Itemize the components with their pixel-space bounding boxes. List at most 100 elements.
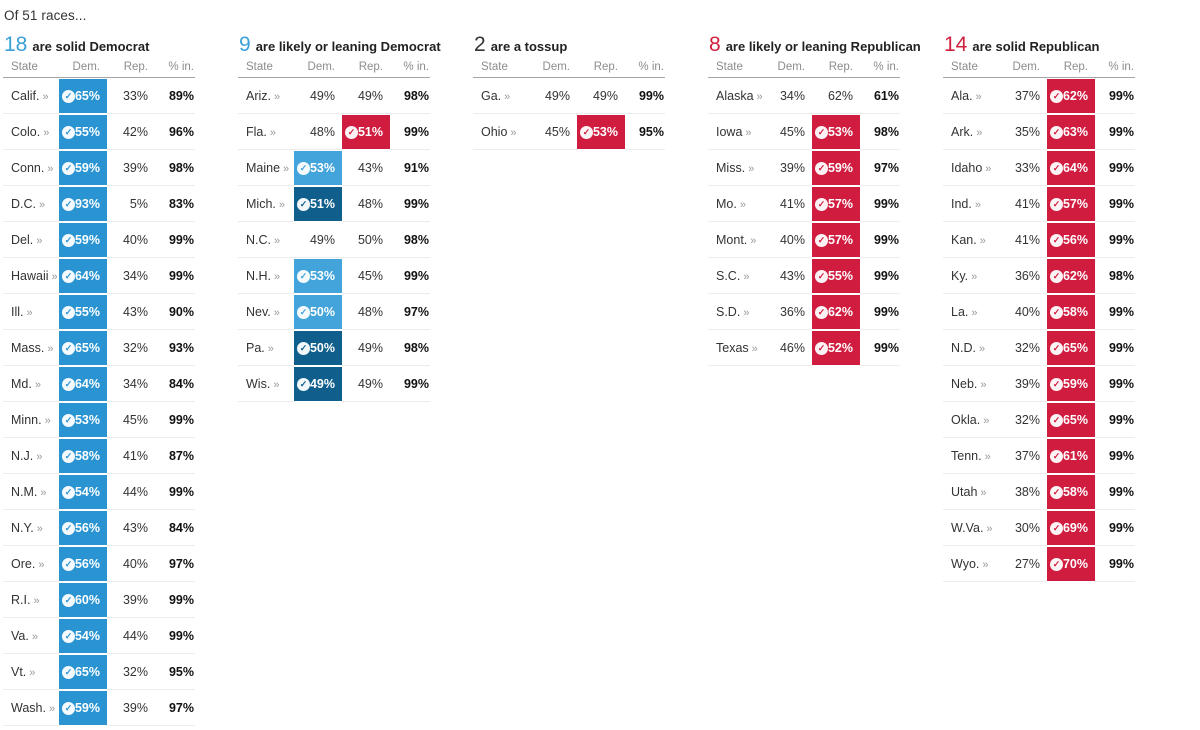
dem-value-cell: ✓ 51% (294, 187, 342, 222)
table-body: Alaska» 34% 62% 61% Iowa» 45% ✓ 53% 98% Miss.» 39%… (708, 78, 900, 366)
state-link[interactable]: Texas» (708, 341, 764, 355)
dem-value: 45% (544, 124, 570, 139)
state-link[interactable]: Calif.» (3, 89, 59, 103)
state-link[interactable]: N.H.» (238, 269, 294, 283)
dem-value: 36% (1014, 268, 1040, 283)
table-row: Ala.» 37% ✓ 62% 99% (943, 78, 1135, 114)
group-count: 14 (944, 33, 968, 56)
state-link[interactable]: Idaho» (943, 161, 999, 175)
state-name: Maine (246, 160, 281, 175)
pct-in-value: 99% (1108, 88, 1134, 103)
state-link[interactable]: N.Y.» (3, 521, 59, 535)
table-header-row: State Dem. Rep. % in. (943, 61, 1135, 78)
pct-in-value: 99% (1108, 340, 1134, 355)
dem-value: 64% (74, 377, 100, 391)
table-row: Idaho» 33% ✓ 64% 99% (943, 150, 1135, 186)
state-link[interactable]: Ohio» (473, 125, 529, 139)
state-link[interactable]: Alaska» (708, 89, 764, 103)
state-link[interactable]: Mo.» (708, 197, 764, 211)
state-link[interactable]: Hawaii» (3, 269, 59, 283)
state-link[interactable]: Neb.» (943, 377, 999, 391)
state-link[interactable]: Miss.» (708, 161, 764, 175)
dem-value: 37% (1014, 88, 1040, 103)
rep-value: 57% (827, 197, 853, 211)
dem-value-cell: 32% (999, 341, 1047, 355)
rep-value-cell: 32% (107, 341, 155, 355)
rep-value-cell: ✓ 65% (1047, 403, 1095, 438)
column-header-state: State (951, 61, 978, 73)
dem-value: 40% (779, 232, 805, 247)
table-header-row: State Dem. Rep. % in. (473, 61, 665, 78)
state-name: Miss. (716, 160, 746, 175)
state-link[interactable]: Wash.» (3, 701, 59, 715)
state-link[interactable]: Mich.» (238, 197, 294, 211)
state-link[interactable]: Ill.» (3, 305, 59, 319)
state-link[interactable]: Iowa» (708, 125, 764, 139)
state-link[interactable]: Va.» (3, 629, 59, 643)
rep-value: 53% (827, 125, 853, 139)
group-tossup: 2 are a tossup State Dem. Rep. % in. Ga.… (473, 34, 665, 150)
state-link[interactable]: Okla.» (943, 413, 999, 427)
state-link[interactable]: N.M.» (3, 485, 59, 499)
dem-value: 49% (544, 88, 570, 103)
check-icon: ✓ (61, 701, 75, 715)
state-link[interactable]: Wyo.» (943, 557, 999, 571)
state-link[interactable]: Pa.» (238, 341, 294, 355)
state-link[interactable]: N.C.» (238, 233, 294, 247)
dem-value: 38% (1014, 484, 1040, 499)
check-icon: ✓ (296, 377, 310, 391)
pct-in-value: 99% (638, 88, 664, 103)
state-name: Del. (11, 232, 34, 247)
state-link[interactable]: Colo.» (3, 125, 59, 139)
check-icon: ✓ (61, 377, 75, 391)
state-link[interactable]: N.D.» (943, 341, 999, 355)
pct-in-value: 99% (1108, 448, 1134, 463)
dem-value: 50% (309, 305, 335, 319)
state-link[interactable]: Kan.» (943, 233, 999, 247)
state-link[interactable]: Ariz.» (238, 89, 294, 103)
check-icon: ✓ (296, 269, 310, 283)
state-link[interactable]: N.J.» (3, 449, 59, 463)
state-link[interactable]: Ore.» (3, 557, 59, 571)
state-link[interactable]: Fla.» (238, 125, 294, 139)
state-link[interactable]: Ark.» (943, 125, 999, 139)
state-link[interactable]: Conn.» (3, 161, 59, 175)
state-link[interactable]: Del.» (3, 233, 59, 247)
state-link[interactable]: Tenn.» (943, 449, 999, 463)
pct-in-value: 99% (403, 196, 429, 211)
rep-value-cell: 49% (342, 377, 390, 391)
state-link[interactable]: Ind.» (943, 197, 999, 211)
state-link[interactable]: S.C.» (708, 269, 764, 283)
table-row: N.J.» ✓ 58% 41% 87% (3, 438, 195, 474)
state-link[interactable]: Minn.» (3, 413, 59, 427)
pct-in-value: 84% (168, 520, 194, 535)
dem-value: 32% (1014, 412, 1040, 427)
state-link[interactable]: Nev.» (238, 305, 294, 319)
check-icon: ✓ (61, 449, 75, 463)
group-solid-republican: 14 are solid Republican State Dem. Rep. … (943, 33, 1135, 582)
column-header-dem: Dem. (307, 61, 335, 73)
state-link[interactable]: D.C.» (3, 197, 59, 211)
state-link[interactable]: R.I.» (3, 593, 59, 607)
dem-value-cell: 49% (529, 89, 577, 103)
state-link[interactable]: Wis.» (238, 377, 294, 391)
check-icon: ✓ (814, 161, 828, 175)
state-link[interactable]: La.» (943, 305, 999, 319)
dem-value-cell: 39% (764, 161, 812, 175)
state-link[interactable]: S.D.» (708, 305, 764, 319)
state-link[interactable]: W.Va.» (943, 521, 999, 535)
state-link[interactable]: Ala.» (943, 89, 999, 103)
rep-value: 48% (357, 196, 383, 211)
state-link[interactable]: Utah» (943, 485, 999, 499)
state-link[interactable]: Mass.» (3, 341, 59, 355)
state-link[interactable]: Ky.» (943, 269, 999, 283)
state-link[interactable]: Vt.» (3, 665, 59, 679)
chevron-icon: » (31, 630, 38, 643)
dem-value-cell: ✓ 60% (59, 583, 107, 618)
state-link[interactable]: Md.» (3, 377, 59, 391)
state-link[interactable]: Mont.» (708, 233, 764, 247)
dem-value-cell: 49% (294, 233, 342, 247)
rep-value: 49% (357, 88, 383, 103)
state-link[interactable]: Maine» (238, 161, 294, 175)
state-link[interactable]: Ga.» (473, 89, 529, 103)
